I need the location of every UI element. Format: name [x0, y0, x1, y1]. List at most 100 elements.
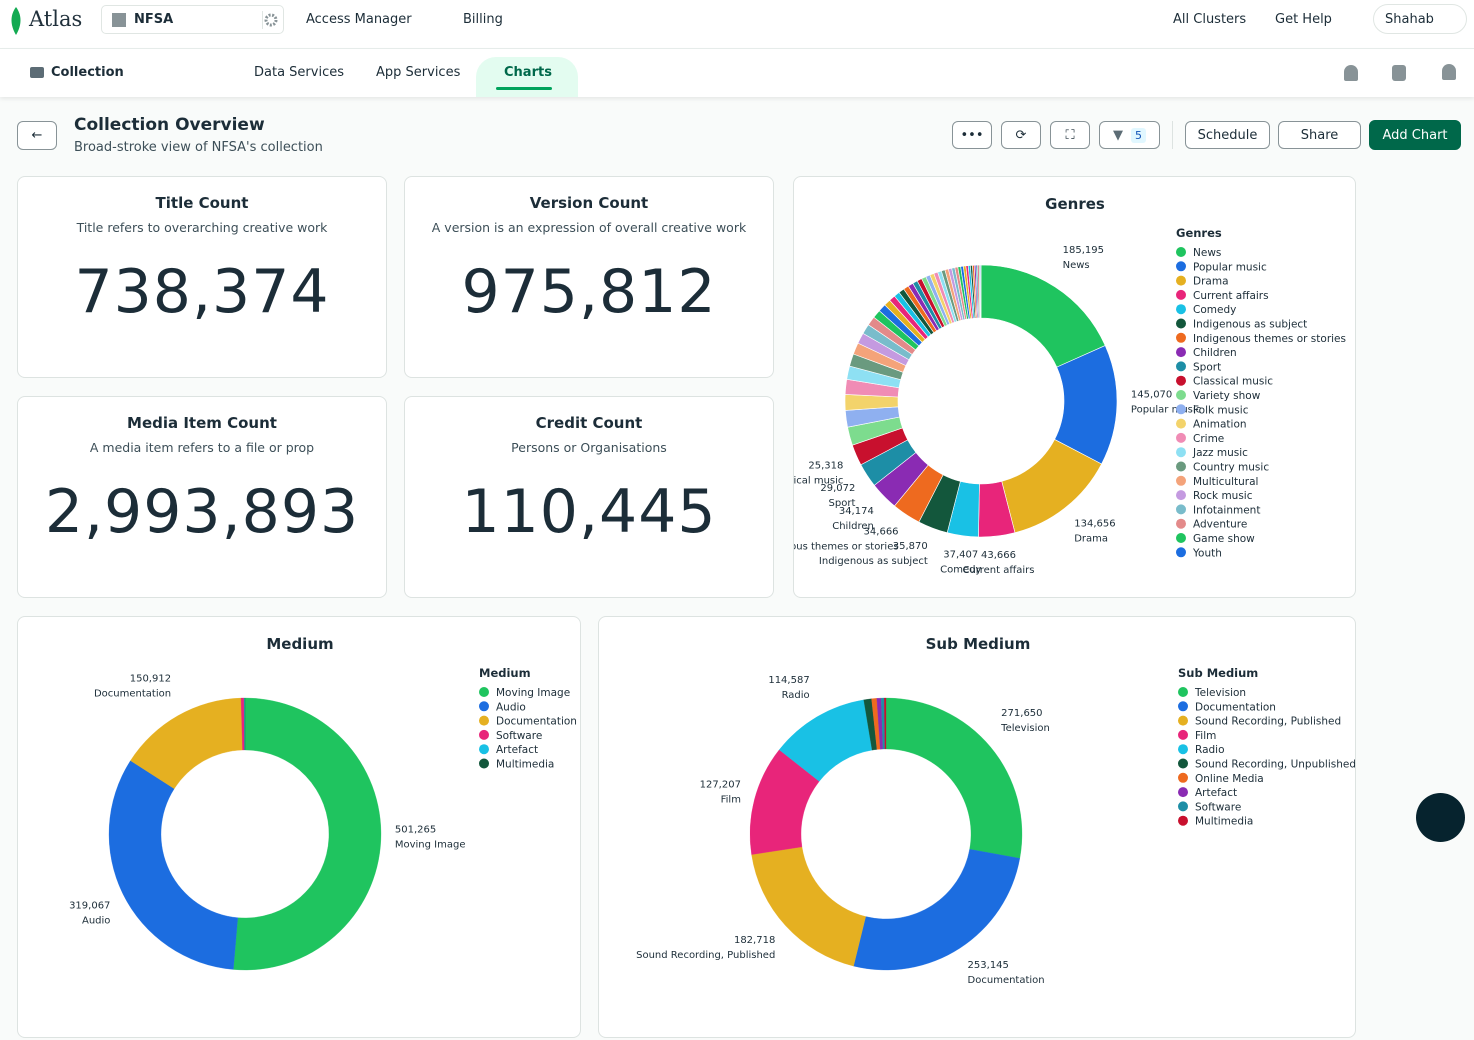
more-button[interactable]: •••: [952, 121, 992, 149]
legend-swatch: [1176, 547, 1186, 558]
slice: [884, 697, 887, 750]
legend-label: Software: [1195, 801, 1241, 813]
legend-swatch: [479, 715, 489, 726]
kpi-value: 2,993,893: [44, 477, 360, 547]
support-icon[interactable]: [1392, 65, 1406, 81]
gear-icon[interactable]: [263, 12, 279, 28]
legend-label: Multimedia: [496, 759, 554, 771]
fullscreen-button[interactable]: ⛶: [1050, 121, 1090, 149]
chart-title: Medium: [266, 635, 333, 653]
kpi-card: Credit Count Persons or Organisations 11…: [404, 396, 774, 598]
legend-label: Country music: [1193, 462, 1269, 474]
dashboard-subtitle: Broad-stroke view of NFSA's collection: [74, 140, 323, 155]
filter-count: 5: [1131, 127, 1146, 143]
legend-label: Television: [1194, 687, 1246, 699]
legend-label: Film: [1195, 730, 1216, 742]
legend-swatch: [1178, 744, 1188, 755]
slice: [979, 264, 982, 319]
data-label: 37,407: [943, 550, 978, 561]
kpi-title: Credit Count: [535, 414, 643, 432]
legend-label: Artefact: [1195, 787, 1237, 799]
legend-label: Audio: [496, 701, 526, 713]
data-label: 253,145: [968, 960, 1009, 971]
legend-label: Artefact: [496, 744, 538, 756]
legend-swatch: [1176, 490, 1186, 501]
legend-swatch: [1176, 289, 1186, 300]
legend-label: Children: [1193, 347, 1237, 359]
legend-label: Current affairs: [1193, 290, 1269, 302]
legend-label: Rock music: [1193, 490, 1253, 502]
chat-button[interactable]: [1416, 793, 1465, 842]
legend-swatch: [479, 744, 489, 755]
tab-active[interactable]: Charts: [504, 65, 552, 80]
legend-label: Classical music: [1193, 376, 1273, 388]
legend-swatch: [1176, 504, 1186, 515]
legend-swatch: [1176, 461, 1186, 472]
data-label-name: Classical music: [793, 476, 843, 487]
kpi-title: Media Item Count: [127, 414, 277, 432]
legend-label: Infotainment: [1193, 504, 1260, 516]
legend-swatch: [1176, 404, 1186, 415]
kpi-subtitle: A version is an expression of overall cr…: [431, 220, 747, 235]
legend-label: Sport: [1193, 361, 1221, 373]
add-chart-button[interactable]: Add Chart: [1369, 120, 1461, 150]
org-select[interactable]: NFSA: [101, 5, 284, 34]
back-button[interactable]: ←: [17, 121, 57, 150]
data-label-name: Indigenous themes or stories: [793, 541, 899, 552]
divider: [262, 11, 263, 29]
tab-underline: [496, 87, 552, 90]
legend-label: Drama: [1193, 276, 1229, 288]
legend-swatch: [1178, 815, 1188, 826]
tab[interactable]: Data Services: [254, 65, 344, 80]
legend-swatch: [1176, 390, 1186, 400]
kpi-value: 110,445: [461, 477, 717, 547]
legend-swatch: [1176, 518, 1186, 529]
data-label: 319,067: [69, 900, 110, 911]
legend-label: Radio: [1195, 744, 1225, 756]
org-name: NFSA: [134, 12, 174, 27]
filter-button[interactable]: ▼ 5: [1099, 121, 1160, 149]
project-name[interactable]: Collection: [51, 65, 124, 80]
legend-label: Sound Recording, Published: [1195, 716, 1341, 728]
refresh-button[interactable]: ⟳: [1001, 121, 1041, 149]
logo-text: Atlas: [29, 7, 83, 31]
data-label: 271,650: [1001, 708, 1042, 719]
kpi-subtitle: Title refers to overarching creative wor…: [76, 220, 328, 235]
filter-icon: ▼: [1113, 127, 1123, 143]
data-label: 29,072: [820, 483, 855, 494]
bell-icon[interactable]: [1442, 64, 1456, 80]
chart-title: Sub Medium: [926, 635, 1031, 653]
medium-chart: Medium 501,265 Moving Image 319,067 Audio 150…: [17, 616, 581, 1038]
nav-link[interactable]: All Clusters: [1173, 12, 1247, 27]
schedule-button[interactable]: Schedule: [1185, 121, 1270, 149]
nav-link[interactable]: Get Help: [1275, 12, 1332, 27]
chart-title: Genres: [1045, 195, 1105, 213]
slice: [853, 849, 1020, 971]
slice: [108, 760, 238, 970]
legend-swatch: [479, 687, 489, 697]
user-add-icon[interactable]: [1344, 65, 1358, 81]
legend-label: Comedy: [1193, 304, 1236, 316]
kpi-card: Version Count A version is an expression…: [404, 176, 774, 378]
kpi-subtitle: Persons or Organisations: [511, 440, 667, 455]
dashboard-title: Collection Overview: [74, 115, 265, 135]
share-button[interactable]: Share: [1278, 121, 1361, 149]
legend-label: Multimedia: [1195, 816, 1253, 828]
nav-link[interactable]: Billing: [463, 12, 503, 27]
legend-swatch: [1176, 447, 1186, 458]
legend-swatch: [1176, 247, 1186, 257]
slice: [751, 846, 866, 967]
tab[interactable]: App Services: [376, 65, 461, 80]
legend-swatch: [1176, 533, 1186, 543]
legend-swatch: [1176, 418, 1186, 429]
legend-label: Adventure: [1193, 519, 1247, 531]
legend-title: Medium: [479, 666, 531, 680]
legend-swatch: [1176, 347, 1186, 358]
nav-link[interactable]: Access Manager: [306, 12, 412, 27]
org-icon: [112, 13, 126, 27]
data-label-name: Moving Image: [395, 839, 466, 850]
legend-label: Moving Image: [496, 687, 570, 699]
legend-swatch: [1178, 787, 1188, 798]
user-menu[interactable]: Shahab: [1373, 4, 1467, 34]
